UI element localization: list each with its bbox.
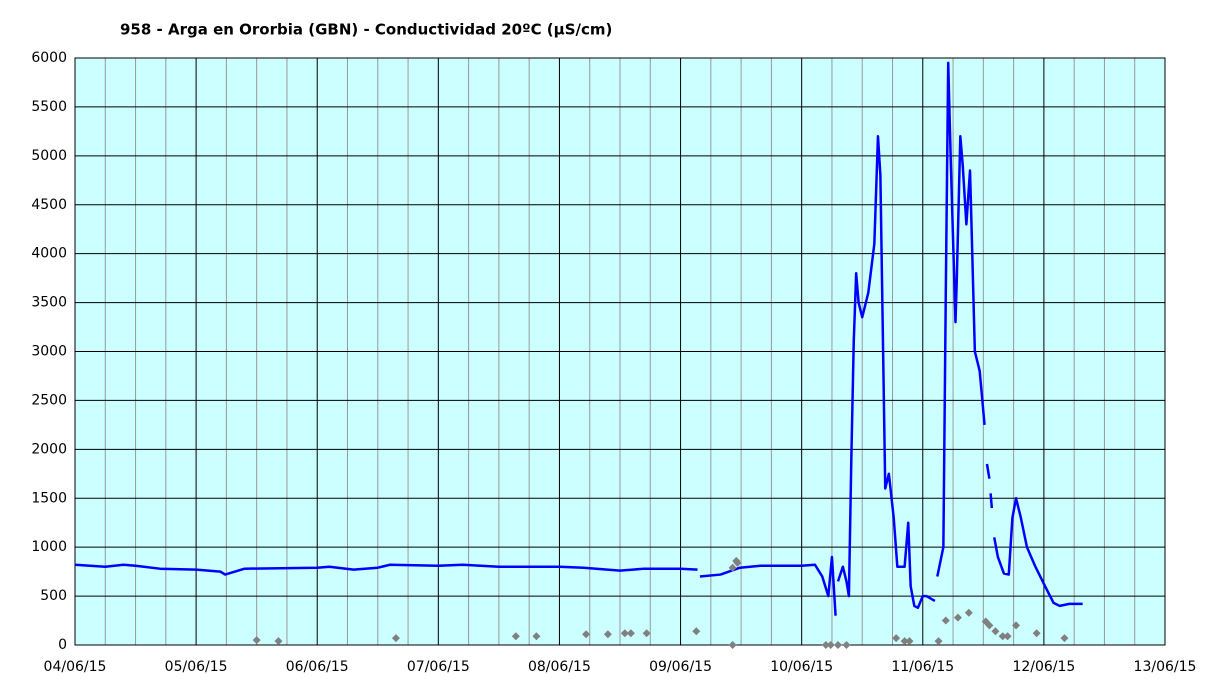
x-tick-label: 10/06/15 [770,659,833,675]
data-point [252,636,261,645]
data-point [998,632,1007,641]
y-tick-label: 0 [58,637,67,653]
chart-title: 958 - Arga en Ororbia (GBN) - Conductivi… [120,21,612,39]
y-tick-label: 500 [40,588,67,604]
y-tick-label: 3000 [31,344,67,360]
data-point [620,629,629,638]
data-point [733,558,742,567]
data-point [692,627,701,636]
data-point [1003,632,1012,641]
data-point [892,634,901,643]
y-tick-label: 6000 [31,50,67,66]
data-point [1012,621,1021,630]
data-point [905,637,914,646]
data-point [1060,634,1069,643]
data-point [821,641,830,649]
x-tick-label: 12/06/15 [1012,659,1075,675]
x-tick-label: 05/06/15 [165,659,228,675]
data-point [834,641,842,649]
data-point [603,630,612,639]
data-point [1032,629,1041,638]
data-point [391,634,400,643]
y-tick-label: 1500 [31,490,67,506]
data-point [991,627,1000,636]
data-point [642,629,651,638]
plot-border [74,57,1166,646]
y-tick-label: 2000 [31,441,67,457]
data-point [826,641,835,649]
data-line [74,61,1083,616]
data-point [511,632,520,641]
data-point [728,563,737,572]
y-tick-label: 3500 [31,295,67,311]
data-point [941,616,950,625]
data-point [964,608,973,617]
data-point [953,613,962,622]
data-point [934,637,943,646]
x-tick-label: 09/06/15 [649,659,712,675]
y-tick-label: 4000 [31,246,67,262]
data-point [985,621,994,630]
y-tick-label: 5500 [31,99,67,115]
x-tick-label: 04/06/15 [44,659,107,675]
data-point [582,630,591,639]
data-point [728,641,737,649]
data-point [274,637,283,646]
x-tick-label: 13/06/15 [1134,659,1197,675]
y-tick-label: 4500 [31,197,67,213]
data-point [626,629,635,638]
y-tick-label: 1000 [31,539,67,555]
x-tick-label: 06/06/15 [286,659,349,675]
data-point [900,637,909,646]
x-tick-label: 11/06/15 [891,659,954,675]
y-tick-label: 2500 [31,392,67,408]
data-point [532,632,541,641]
x-tick-label: 08/06/15 [528,659,591,675]
data-point [842,641,851,649]
y-tick-label: 5000 [31,148,67,164]
x-tick-label: 07/06/15 [407,659,470,675]
